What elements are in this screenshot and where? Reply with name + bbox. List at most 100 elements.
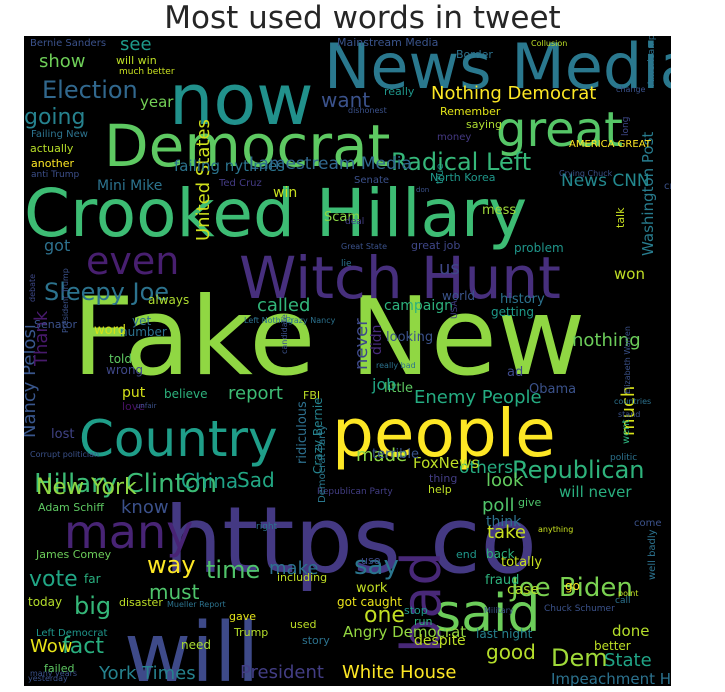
cloud-word: despite bbox=[414, 633, 466, 649]
cloud-word: White House bbox=[342, 662, 456, 683]
cloud-word: USA bbox=[450, 300, 460, 319]
cloud-word: really bbox=[384, 85, 415, 98]
cloud-word: dishonest bbox=[348, 106, 387, 115]
cloud-word: lost bbox=[51, 427, 74, 442]
cloud-word: Crazy Nancy bbox=[285, 316, 336, 325]
cloud-word: Ted Cruz bbox=[218, 178, 262, 189]
cloud-word: President bbox=[240, 662, 324, 683]
cloud-word: won bbox=[614, 265, 645, 283]
cloud-word: Crooked Hillary bbox=[24, 175, 527, 252]
cloud-word: getting bbox=[491, 305, 534, 319]
cloud-word: politic bbox=[610, 453, 637, 463]
cloud-word: want bbox=[321, 88, 370, 112]
cloud-word: anti Trump bbox=[31, 170, 79, 180]
cloud-word: New York bbox=[36, 475, 137, 500]
word-cloud: Fake New https co now News Media Crooked Hil… bbox=[24, 36, 671, 686]
cloud-word: love bbox=[122, 400, 145, 413]
cloud-word: Radical Left bbox=[391, 148, 531, 176]
cloud-word: crime bbox=[664, 181, 671, 192]
cloud-word: need bbox=[181, 638, 211, 652]
cloud-word: fact bbox=[62, 634, 104, 659]
cloud-word: talk bbox=[614, 207, 627, 228]
cloud-word: thing bbox=[429, 472, 457, 485]
cloud-word: give bbox=[518, 496, 542, 509]
cloud-word: Bernie Sanders bbox=[30, 38, 106, 49]
cloud-word: work bbox=[356, 581, 388, 596]
cloud-word: even bbox=[86, 239, 179, 283]
cloud-word: little bbox=[384, 381, 413, 396]
cloud-word: American people bbox=[647, 36, 657, 86]
cloud-word: didn bbox=[369, 324, 385, 355]
cloud-word: will never bbox=[559, 483, 632, 501]
cloud-word: Republican Party bbox=[317, 487, 393, 497]
cloud-word: going bbox=[24, 105, 85, 130]
cloud-word: today bbox=[28, 595, 62, 609]
cloud-word: will bbox=[124, 606, 259, 686]
cloud-word: debate bbox=[28, 274, 37, 302]
cloud-word: President Trump bbox=[61, 268, 70, 333]
cloud-word: stop bbox=[404, 604, 428, 617]
cloud-word: News CNN bbox=[561, 171, 650, 191]
cloud-word: campaign bbox=[384, 298, 453, 314]
cloud-word: nothing bbox=[572, 330, 641, 351]
cloud-word: Country bbox=[79, 410, 278, 468]
cloud-word: Lamestream Media bbox=[249, 154, 412, 174]
cloud-word: long bbox=[621, 117, 631, 136]
cloud-word: FoxNews bbox=[413, 454, 479, 472]
cloud-word: Obama bbox=[529, 382, 576, 397]
cloud-word: good bbox=[486, 640, 536, 664]
cloud-word: Thank bbox=[31, 310, 52, 367]
cloud-word: lie bbox=[341, 259, 352, 269]
cloud-word: mess bbox=[482, 203, 516, 218]
cloud-word: Election bbox=[42, 76, 138, 104]
cloud-word: us bbox=[439, 258, 460, 279]
cloud-word: Impeachment Hoax bbox=[551, 670, 671, 686]
cloud-word: true bbox=[435, 163, 446, 184]
cloud-word: great job bbox=[411, 239, 460, 252]
cloud-word: looking bbox=[386, 330, 433, 345]
cloud-word: failed bbox=[44, 662, 74, 675]
cloud-word: wrong bbox=[106, 363, 143, 377]
cloud-word: another bbox=[31, 157, 74, 170]
cloud-word: United States bbox=[193, 119, 214, 241]
cloud-word: China bbox=[181, 469, 238, 493]
cloud-word: history bbox=[500, 292, 545, 307]
cloud-word: poll bbox=[482, 495, 514, 516]
cloud-word: bad bbox=[390, 551, 453, 653]
word-cloud-canvas: Fake New https co now News Media Crooked Hil… bbox=[24, 36, 671, 686]
cloud-word: Adam Schiff bbox=[38, 501, 104, 514]
cloud-word: used bbox=[290, 618, 316, 631]
cloud-word: Border bbox=[456, 48, 493, 61]
cloud-word: run bbox=[414, 615, 432, 628]
cloud-word: world bbox=[442, 289, 475, 303]
cloud-word: Mini Mike bbox=[97, 178, 162, 194]
cloud-word: story bbox=[302, 634, 330, 647]
cloud-word: time bbox=[206, 556, 260, 584]
cloud-word: Dem bbox=[551, 644, 608, 672]
cloud-word: report bbox=[228, 383, 283, 404]
cloud-word: problem bbox=[514, 241, 564, 255]
cloud-word: Collusion bbox=[531, 39, 567, 48]
cloud-word: Mainstream Media bbox=[337, 36, 438, 49]
cloud-word: Washington Post bbox=[639, 132, 657, 256]
cloud-word: will win bbox=[116, 54, 157, 67]
cloud-word: Chuck Schumer bbox=[544, 604, 615, 614]
cloud-word: Wow bbox=[30, 636, 72, 657]
cloud-word: call bbox=[615, 596, 630, 606]
cloud-word: totally bbox=[501, 555, 542, 570]
cloud-word: one bbox=[364, 603, 405, 628]
cloud-word: show bbox=[39, 51, 86, 72]
cloud-word: take bbox=[487, 522, 526, 543]
cloud-word: disaster bbox=[119, 596, 163, 609]
cloud-word: change bbox=[616, 85, 646, 94]
cloud-word: right bbox=[256, 522, 278, 532]
cloud-word: North Korea bbox=[430, 171, 495, 184]
cloud-word: Witch Hunt bbox=[239, 244, 561, 312]
cloud-word: better bbox=[594, 639, 631, 653]
cloud-word: yesterday bbox=[28, 674, 68, 683]
cloud-word: go bbox=[565, 579, 580, 593]
cloud-word: must bbox=[149, 580, 200, 604]
cloud-word: anything bbox=[538, 525, 573, 534]
cloud-word: Sad bbox=[237, 468, 275, 492]
cloud-word: last night bbox=[476, 627, 533, 641]
